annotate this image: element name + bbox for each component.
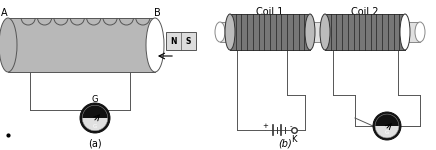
Text: G: G bbox=[92, 94, 98, 103]
Ellipse shape bbox=[215, 22, 225, 42]
Text: (a): (a) bbox=[88, 138, 102, 148]
Wedge shape bbox=[82, 118, 108, 131]
Circle shape bbox=[80, 103, 110, 133]
Text: N: N bbox=[170, 36, 177, 45]
Ellipse shape bbox=[0, 18, 17, 72]
Text: -: - bbox=[290, 123, 292, 129]
Ellipse shape bbox=[225, 14, 235, 50]
Text: S: S bbox=[186, 36, 191, 45]
Wedge shape bbox=[375, 126, 399, 138]
Text: +: + bbox=[262, 123, 268, 129]
Text: Coil 2: Coil 2 bbox=[351, 7, 379, 17]
Ellipse shape bbox=[320, 14, 330, 50]
Ellipse shape bbox=[400, 14, 410, 50]
Bar bbox=[325, 14, 405, 50]
Text: (b): (b) bbox=[278, 138, 292, 148]
Bar bbox=[8, 18, 155, 72]
Text: K: K bbox=[291, 135, 297, 144]
Wedge shape bbox=[375, 114, 399, 126]
Text: Coil 1: Coil 1 bbox=[256, 7, 284, 17]
Ellipse shape bbox=[146, 18, 164, 72]
Text: G: G bbox=[385, 130, 389, 135]
Wedge shape bbox=[82, 105, 108, 118]
Bar bbox=[220, 22, 420, 42]
Text: B: B bbox=[153, 8, 160, 18]
Text: A: A bbox=[1, 8, 7, 18]
Ellipse shape bbox=[305, 14, 315, 50]
Bar bbox=[230, 14, 310, 50]
Text: G: G bbox=[93, 123, 97, 129]
Circle shape bbox=[373, 112, 401, 140]
Bar bbox=[166, 32, 196, 50]
Ellipse shape bbox=[415, 22, 425, 42]
